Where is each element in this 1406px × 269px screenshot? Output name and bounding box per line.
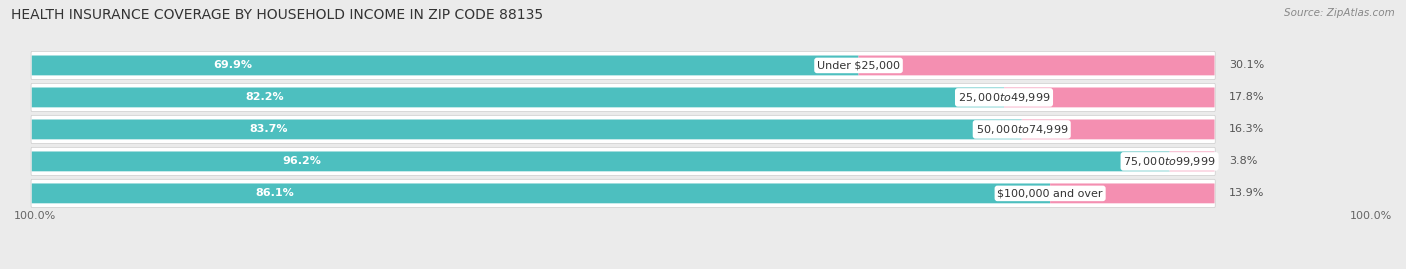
FancyBboxPatch shape — [859, 55, 1215, 75]
FancyBboxPatch shape — [32, 183, 1050, 203]
FancyBboxPatch shape — [32, 151, 1170, 171]
Text: 96.2%: 96.2% — [283, 156, 321, 167]
Text: 13.9%: 13.9% — [1229, 188, 1264, 199]
Text: 100.0%: 100.0% — [14, 211, 56, 221]
Text: 3.8%: 3.8% — [1229, 156, 1257, 167]
Text: Source: ZipAtlas.com: Source: ZipAtlas.com — [1284, 8, 1395, 18]
FancyBboxPatch shape — [31, 179, 1215, 207]
Text: 82.2%: 82.2% — [246, 93, 284, 102]
Text: 17.8%: 17.8% — [1229, 93, 1264, 102]
Text: 69.9%: 69.9% — [214, 61, 253, 70]
Text: HEALTH INSURANCE COVERAGE BY HOUSEHOLD INCOME IN ZIP CODE 88135: HEALTH INSURANCE COVERAGE BY HOUSEHOLD I… — [11, 8, 543, 22]
FancyBboxPatch shape — [31, 83, 1215, 111]
Text: 16.3%: 16.3% — [1229, 124, 1264, 134]
Text: 30.1%: 30.1% — [1229, 61, 1264, 70]
FancyBboxPatch shape — [1050, 183, 1215, 203]
FancyBboxPatch shape — [1004, 87, 1215, 107]
Text: 83.7%: 83.7% — [250, 124, 288, 134]
Text: 86.1%: 86.1% — [256, 188, 295, 199]
FancyBboxPatch shape — [31, 51, 1215, 80]
Text: 100.0%: 100.0% — [1350, 211, 1392, 221]
FancyBboxPatch shape — [1170, 151, 1215, 171]
Text: Under $25,000: Under $25,000 — [817, 61, 900, 70]
FancyBboxPatch shape — [31, 115, 1215, 143]
FancyBboxPatch shape — [1022, 119, 1215, 139]
FancyBboxPatch shape — [32, 119, 1022, 139]
Text: $50,000 to $74,999: $50,000 to $74,999 — [976, 123, 1069, 136]
FancyBboxPatch shape — [32, 55, 859, 75]
Text: $100,000 and over: $100,000 and over — [997, 188, 1102, 199]
Text: $25,000 to $49,999: $25,000 to $49,999 — [957, 91, 1050, 104]
Text: $75,000 to $99,999: $75,000 to $99,999 — [1123, 155, 1216, 168]
FancyBboxPatch shape — [31, 147, 1215, 175]
FancyBboxPatch shape — [32, 87, 1004, 107]
